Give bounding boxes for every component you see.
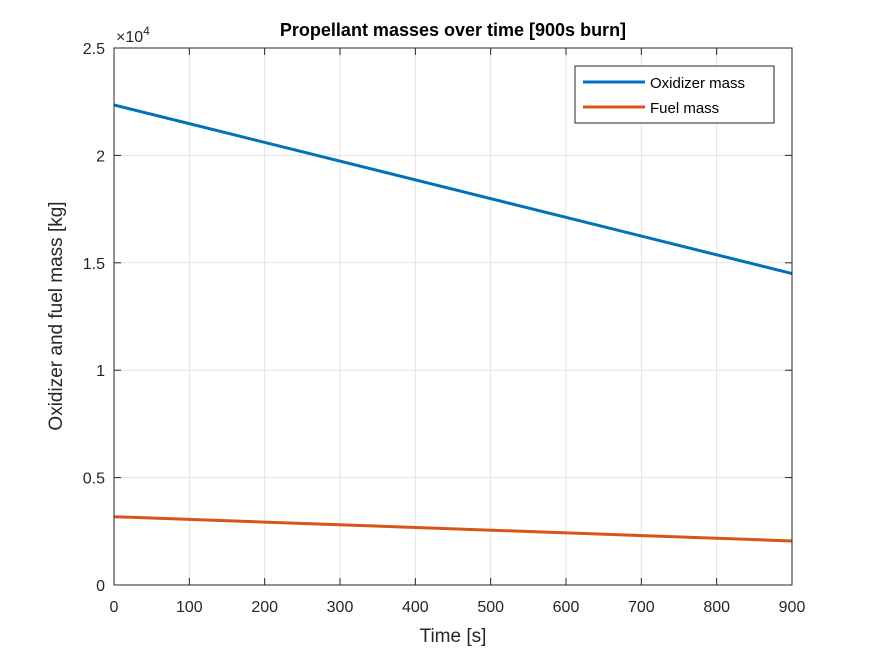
series-line-oxidizer: [113, 103, 793, 275]
y-axis-label: Oxidizer and fuel mass [kg]: [46, 201, 67, 430]
y-tick-labels: 0 0.5 1 1.5 2 2.5: [83, 41, 105, 595]
legend-box: [574, 65, 775, 124]
y-tick-label: 0: [96, 578, 105, 595]
x-tick-label: 700: [628, 599, 655, 616]
y-tick-label: 1.5: [83, 256, 105, 273]
legend-label-fuel: Fuel mass: [650, 100, 719, 117]
y-exponent-power: 4: [143, 24, 150, 38]
ticks: [113, 47, 793, 586]
series-line-fuel: [113, 515, 793, 543]
x-tick-label: 0: [110, 599, 119, 616]
x-tick-label: 400: [402, 599, 429, 616]
x-tick-labels: 0 100 200 300 400 500 600 700 800 900: [110, 599, 806, 616]
y-tick-label: 1: [96, 363, 105, 380]
x-tick-label: 300: [327, 599, 354, 616]
plot-area: [114, 48, 792, 585]
y-exponent-label: ×104: [116, 24, 150, 46]
y-tick-label: 0.5: [83, 471, 105, 488]
x-tick-label: 600: [553, 599, 580, 616]
series-lines: [113, 103, 793, 543]
legend: Oxidizer mass Fuel mass: [574, 65, 775, 124]
grid: [114, 48, 792, 585]
y-tick-label: 2.5: [83, 41, 105, 58]
x-axis-label: Time [s]: [420, 626, 487, 647]
chart-title: Propellant masses over time [900s burn]: [280, 20, 626, 40]
axes-box: [113, 47, 793, 586]
y-tick-label: 2: [96, 148, 105, 165]
x-tick-label: 900: [779, 599, 806, 616]
x-tick-label: 500: [477, 599, 504, 616]
legend-label-oxidizer: Oxidizer mass: [650, 75, 745, 92]
x-tick-label: 200: [251, 599, 278, 616]
x-tick-label: 100: [176, 599, 203, 616]
y-exponent-base: ×10: [116, 29, 143, 46]
x-tick-label: 800: [703, 599, 730, 616]
